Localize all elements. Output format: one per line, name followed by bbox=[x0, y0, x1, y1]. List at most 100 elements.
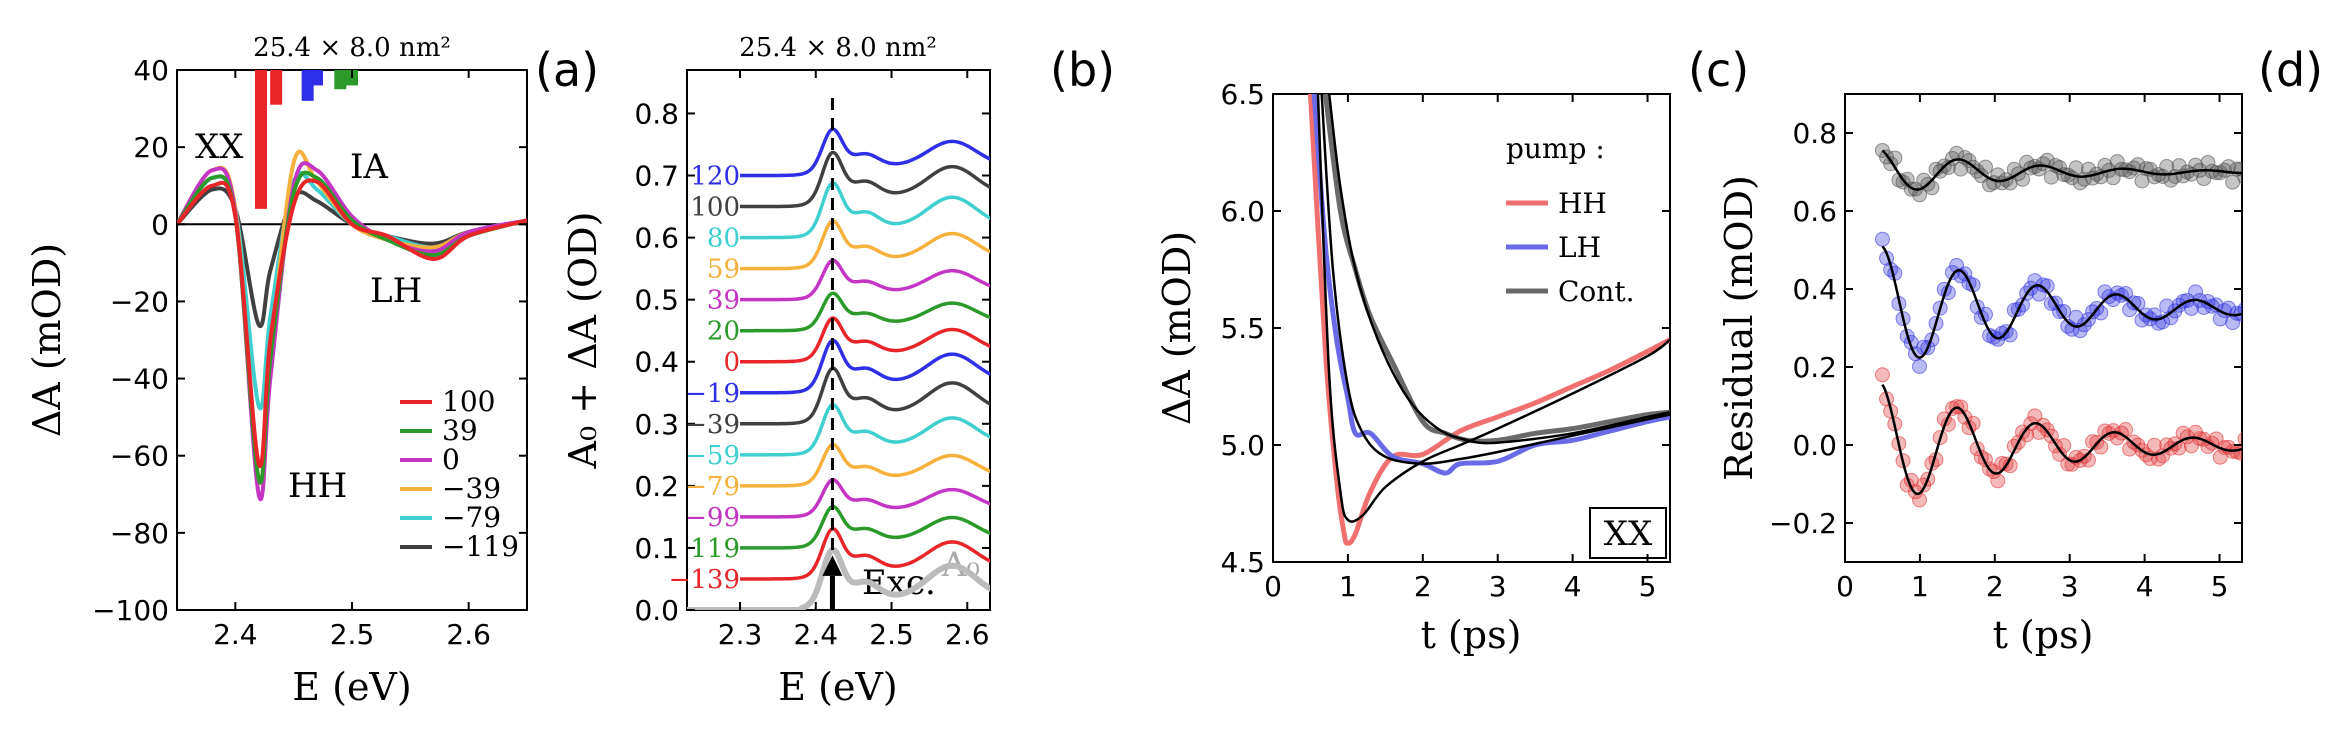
offset-label: −139 bbox=[669, 565, 740, 595]
panel-d-letter: (d) bbox=[2258, 43, 2323, 97]
panel-a-xlabel: E (eV) bbox=[292, 665, 411, 709]
offset-spectrum bbox=[740, 219, 990, 271]
panel-b-xtick-label: 2.4 bbox=[794, 618, 839, 651]
panel-a-top-label: 25.4 × 8.0 nm² bbox=[253, 33, 451, 63]
panel-d-ytick-label: 0.2 bbox=[1792, 351, 1837, 384]
oscillator-bar bbox=[311, 70, 323, 86]
panel-c-xtick-label: 0 bbox=[1264, 570, 1282, 603]
offset-label: 20 bbox=[707, 317, 740, 347]
panel-b-ytick-label: 0.6 bbox=[634, 222, 679, 255]
legend-label: 0 bbox=[442, 443, 460, 476]
panel-b-top-label: 25.4 × 8.0 nm² bbox=[739, 33, 937, 63]
residual-point bbox=[2052, 446, 2068, 462]
panel-a-plot-area bbox=[177, 70, 527, 502]
series-line-0 bbox=[177, 161, 527, 502]
residual-fit-line bbox=[1881, 245, 2242, 359]
residual-point bbox=[1957, 150, 1973, 166]
residual-point bbox=[2241, 170, 2242, 176]
offset-label: 39 bbox=[707, 286, 740, 316]
residual-point bbox=[2241, 312, 2242, 318]
panel-b-plot-area bbox=[687, 98, 990, 610]
annotation-hh: HH bbox=[288, 466, 347, 506]
panel-c-xtick-label: 2 bbox=[1414, 570, 1432, 603]
residual-point bbox=[1944, 265, 1960, 281]
panel-b-ytick-label: 0.7 bbox=[634, 160, 679, 193]
residual-point bbox=[2093, 305, 2109, 321]
residual-point bbox=[2155, 448, 2171, 464]
panel-d-xlabel: t (ps) bbox=[1993, 613, 2094, 657]
residual-point bbox=[2155, 168, 2171, 184]
residual-point bbox=[1912, 492, 1928, 508]
offset-spectrum bbox=[740, 527, 990, 581]
panel-b: 25.4 × 8.0 nm² (b) E (eV) A₀ + ΔA (OD) E… bbox=[561, 33, 1115, 709]
panel-c-xtick-label: 4 bbox=[1564, 570, 1582, 603]
residual-point bbox=[1912, 358, 1928, 374]
panel-b-ytick-label: 0.1 bbox=[634, 532, 679, 565]
residual-point bbox=[1912, 187, 1928, 203]
fit-line bbox=[1316, 94, 1670, 523]
panel-a: 25.4 × 8.0 nm² (a) E (eV) ΔA (mOD) XX IA… bbox=[25, 33, 599, 709]
offset-label: 100 bbox=[690, 193, 740, 223]
residual-point bbox=[2122, 441, 2138, 457]
baseline-spectrum bbox=[687, 546, 990, 610]
panel-a-ytick-label: 20 bbox=[133, 131, 169, 164]
residual-point bbox=[1874, 367, 1890, 383]
excitation-arrow-head bbox=[822, 555, 843, 576]
residual-point bbox=[2043, 169, 2059, 185]
panel-d-plot-area bbox=[1874, 142, 2242, 508]
fit-line bbox=[1320, 94, 1670, 465]
panel-d-ytick-label: 0.4 bbox=[1792, 273, 1837, 306]
panel-c-plot-area bbox=[1307, 94, 1670, 546]
panel-a-xtick-label: 2.6 bbox=[446, 618, 491, 651]
panel-d-xtick-label: 5 bbox=[2211, 570, 2229, 603]
residual-point bbox=[2241, 449, 2242, 454]
residual-point bbox=[2035, 417, 2051, 433]
panel-a-ytick-label: −40 bbox=[110, 363, 169, 396]
panel-c-legend-title: pump : bbox=[1506, 132, 1605, 165]
residual-fit-line bbox=[1881, 383, 2242, 496]
panel-c-xtick-label: 5 bbox=[1639, 570, 1657, 603]
oscillator-bar bbox=[334, 70, 347, 90]
offset-spectrum bbox=[740, 150, 990, 209]
residual-point bbox=[2093, 439, 2109, 455]
panel-d-xtick-label: 0 bbox=[1836, 570, 1854, 603]
panel-b-ytick-label: 0.5 bbox=[634, 284, 679, 317]
panel-b-xlabel: E (eV) bbox=[778, 665, 897, 709]
panel-c-ytick-label: 4.5 bbox=[1220, 546, 1265, 579]
panel-a-ytick-label: −20 bbox=[110, 285, 169, 318]
residual-point bbox=[2126, 295, 2142, 311]
panel-c-xtick-label: 1 bbox=[1339, 570, 1357, 603]
residual-point bbox=[2068, 160, 2084, 176]
offset-spectrum bbox=[740, 478, 990, 519]
legend-label: 100 bbox=[442, 385, 495, 418]
panel-d-frame bbox=[1844, 93, 2243, 563]
panel-b-letter: (b) bbox=[1050, 43, 1115, 97]
xx-box-label: XX bbox=[1604, 514, 1653, 554]
residual-point bbox=[1874, 231, 1890, 247]
panel-d-xtick-label: 1 bbox=[1911, 570, 1929, 603]
residual-point bbox=[2237, 302, 2242, 317]
panel-d-ytick-label: 0.8 bbox=[1792, 117, 1837, 150]
offset-spectrum bbox=[740, 291, 990, 333]
residual-fit-line bbox=[1881, 149, 2242, 191]
offset-label: −99 bbox=[685, 503, 740, 533]
offset-label: −79 bbox=[685, 472, 740, 502]
panel-b-ylabel: A₀ + ΔA (OD) bbox=[561, 212, 605, 470]
fit-line bbox=[1327, 94, 1670, 445]
residual-point bbox=[2146, 437, 2162, 453]
offset-label: −19 bbox=[685, 379, 740, 409]
oscillator-bar bbox=[255, 70, 267, 209]
panel-c-ytick-label: 5.5 bbox=[1220, 312, 1265, 345]
residual-point bbox=[1990, 473, 2006, 489]
offset-spectrum bbox=[740, 402, 990, 457]
series-line-−119 bbox=[177, 186, 527, 329]
offset-label: 0 bbox=[723, 348, 740, 378]
series-line-HH bbox=[1307, 94, 1670, 546]
residual-point bbox=[2080, 452, 2096, 468]
panel-b-ytick-label: 0.3 bbox=[634, 408, 679, 441]
panel-b-ytick-label: 0.2 bbox=[634, 470, 679, 503]
panel-a-ylabel: ΔA (mOD) bbox=[25, 243, 69, 437]
residual-point bbox=[1924, 180, 1940, 196]
legend-label: −79 bbox=[442, 501, 501, 534]
